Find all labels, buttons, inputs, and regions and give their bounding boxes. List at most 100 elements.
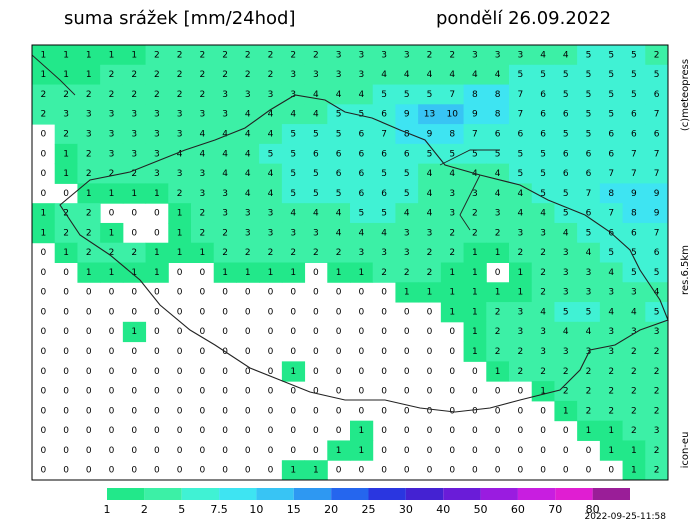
cell-value: 0 [86,307,92,317]
cell-value: 2 [131,169,137,179]
cell-fill [531,282,555,303]
cell-value: 1 [472,327,478,337]
cell-fill [281,460,306,481]
cell-value: 7 [654,149,660,159]
cell-value: 0 [313,327,319,337]
cell-value: 0 [177,307,183,317]
cell-fill [77,222,101,244]
cell-value: 0 [40,347,46,357]
cell-value: 8 [472,90,478,100]
cell-value: 0 [63,288,69,298]
cell-value: 4 [608,268,614,278]
cell-value: 2 [245,70,251,80]
cell-value: 2 [517,248,523,258]
cell-fill [395,262,419,283]
cell-value: 2 [40,110,46,120]
cell-value: 0 [336,347,342,357]
cell-value: 6 [358,149,364,159]
cell-fill [168,242,192,263]
cell-value: 0 [40,288,46,298]
cell-value: 6 [381,149,387,159]
cell-value: 4 [268,189,274,199]
legend-swatch [555,488,593,500]
cell-value: 3 [336,50,342,60]
cell-fill [168,64,192,86]
cell-value: 2 [177,90,183,100]
cell-value: 2 [86,149,92,159]
cell-value: 0 [313,367,319,377]
cell-value: 0 [199,327,205,337]
cell-fill [54,124,78,145]
cell-fill [554,104,578,125]
legend-swatch [443,488,481,500]
cell-value: 5 [586,90,592,100]
cell-fill [599,143,624,165]
cell-fill [645,104,669,125]
cell-value: 9 [654,209,660,219]
cell-value: 2 [654,347,660,357]
cell-fill [599,400,624,422]
cell-fill [32,104,56,125]
cell-value: 6 [631,129,637,139]
cell-fill [168,104,192,125]
cell-fill [32,64,56,86]
cell-value: 6 [586,169,592,179]
cell-fill [327,440,351,461]
cell-value: 1 [586,426,592,436]
cell-value: 8 [608,189,614,199]
legend-label: 60 [511,503,525,516]
cell-fill [509,361,533,382]
cell-fill [213,262,237,283]
cell-value: 0 [63,426,69,436]
cell-fill [599,381,624,402]
cell-value: 2 [154,90,160,100]
cell-value: 2 [427,50,433,60]
cell-value: 5 [608,90,614,100]
cell-value: 0 [40,387,46,397]
cell-value: 8 [449,129,455,139]
cell-fill [645,143,669,165]
cell-fill [577,381,601,402]
cell-fill [145,242,169,263]
cell-fill [100,143,124,165]
cell-fill [645,222,669,244]
cell-value: 3 [404,50,410,60]
cell-value: 0 [404,347,410,357]
cell-value: 0 [268,347,274,357]
cell-value: 0 [177,387,183,397]
cell-value: 9 [654,189,660,199]
cell-value: 2 [177,189,183,199]
cell-fill [259,64,283,86]
cell-value: 0 [63,406,69,416]
cell-fill [213,45,237,66]
cell-value: 0 [268,327,274,337]
cell-fill [259,222,283,244]
cell-value: 0 [86,426,92,436]
cell-value: 0 [131,288,137,298]
cell-value: 5 [631,248,637,258]
cell-value: 0 [222,387,228,397]
legend-swatch [181,488,220,500]
cell-value: 3 [495,209,501,219]
cell-fill [191,64,215,86]
cell-value: 2 [268,50,274,60]
cell-fill [122,64,147,86]
cell-fill [577,183,601,204]
cell-fill [554,302,578,323]
cell-fill [531,203,555,224]
cell-value: 2 [177,50,183,60]
cell-fill [32,203,56,224]
cell-fill [236,45,260,66]
cell-value: 3 [381,50,387,60]
cell-fill [145,104,169,125]
cell-fill [236,203,260,224]
cell-value: 4 [427,209,433,219]
cell-fill [145,183,169,204]
cell-value: 1 [154,248,160,258]
cell-value: 2 [109,90,115,100]
cell-value: 1 [290,466,296,476]
cell-value: 0 [358,307,364,317]
cell-value: 4 [313,209,319,219]
cell-value: 0 [472,426,478,436]
cell-value: 6 [313,149,319,159]
